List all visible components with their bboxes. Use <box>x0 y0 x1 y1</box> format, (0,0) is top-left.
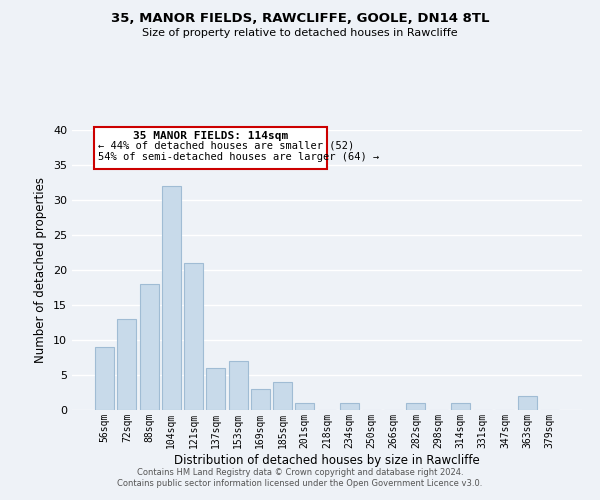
Bar <box>162 186 181 410</box>
Bar <box>273 382 292 410</box>
Bar <box>184 263 203 410</box>
Y-axis label: Number of detached properties: Number of detached properties <box>34 177 47 363</box>
Text: 35, MANOR FIELDS, RAWCLIFFE, GOOLE, DN14 8TL: 35, MANOR FIELDS, RAWCLIFFE, GOOLE, DN14… <box>111 12 489 26</box>
Bar <box>406 403 425 410</box>
FancyBboxPatch shape <box>94 126 327 168</box>
Text: Size of property relative to detached houses in Rawcliffe: Size of property relative to detached ho… <box>142 28 458 38</box>
Bar <box>229 361 248 410</box>
Text: ← 44% of detached houses are smaller (52): ← 44% of detached houses are smaller (52… <box>98 140 354 150</box>
Bar <box>518 396 536 410</box>
Bar <box>95 347 114 410</box>
Bar <box>451 403 470 410</box>
Bar <box>118 319 136 410</box>
Text: Contains HM Land Registry data © Crown copyright and database right 2024.
Contai: Contains HM Land Registry data © Crown c… <box>118 468 482 487</box>
X-axis label: Distribution of detached houses by size in Rawcliffe: Distribution of detached houses by size … <box>174 454 480 466</box>
Text: 54% of semi-detached houses are larger (64) →: 54% of semi-detached houses are larger (… <box>98 152 379 162</box>
Bar <box>340 403 359 410</box>
Bar <box>206 368 225 410</box>
Bar <box>140 284 158 410</box>
Bar <box>295 403 314 410</box>
Text: 35 MANOR FIELDS: 114sqm: 35 MANOR FIELDS: 114sqm <box>133 132 288 141</box>
Bar <box>251 389 270 410</box>
